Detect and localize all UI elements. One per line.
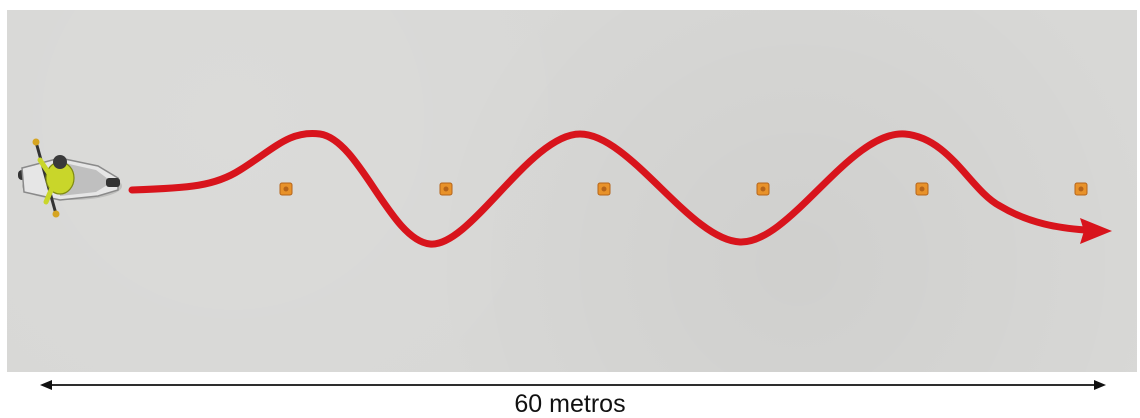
traffic-cone-icon <box>439 182 453 196</box>
arrow-right-icon <box>1094 380 1106 390</box>
arrow-right-icon <box>1080 218 1112 244</box>
traffic-cone-icon <box>1074 182 1088 196</box>
traffic-cone-icon <box>756 182 770 196</box>
track-surface <box>7 10 1137 372</box>
distance-label: 60 metros <box>514 390 626 418</box>
traffic-cone-icon <box>279 182 293 196</box>
motorcycle-rider-icon <box>18 138 122 218</box>
traffic-cone-icon <box>597 182 611 196</box>
slalom-path <box>128 129 1089 248</box>
traffic-cone-icon <box>915 182 929 196</box>
distance-measure-line <box>40 380 1106 390</box>
arrow-left-icon <box>40 380 52 390</box>
